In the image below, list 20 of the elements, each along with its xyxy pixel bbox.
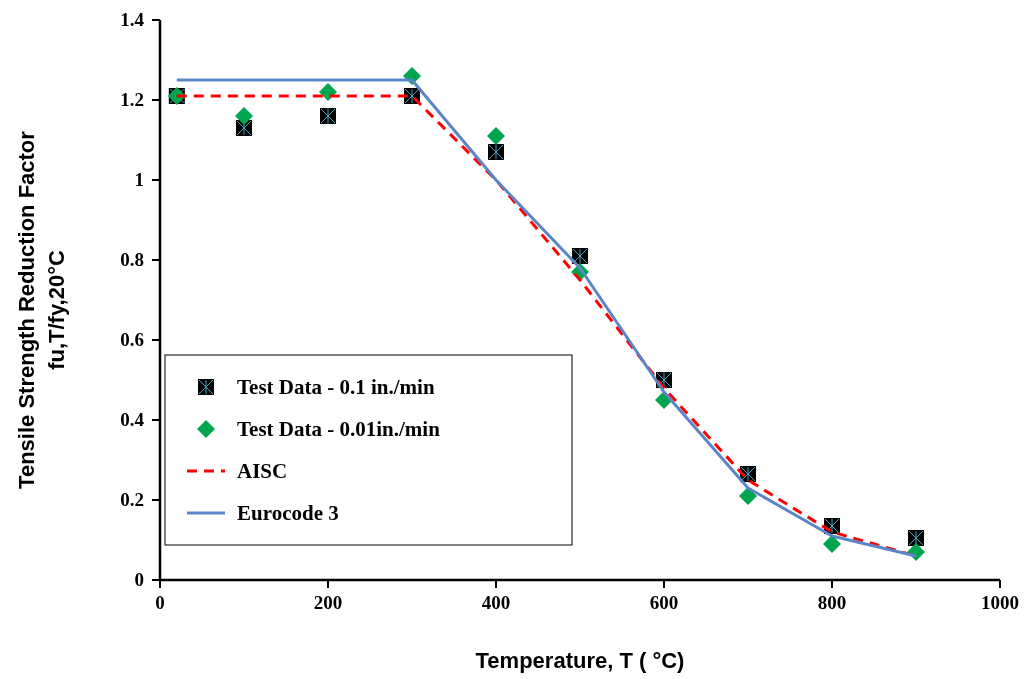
y-tick-label: 1.2 [120,89,144,110]
y-tick-label: 0.8 [120,249,144,270]
legend-label: Test Data - 0.01in./min [237,417,441,441]
y-tick-label: 0.2 [120,489,144,510]
x-tick-label: 600 [649,592,679,613]
y-tick-label: 0 [134,569,144,590]
x-axis-title: Temperature, T ( °C) [475,648,685,673]
legend-label: Eurocode 3 [237,501,339,525]
x-tick-label: 1000 [981,592,1019,613]
x-tick-label: 200 [313,592,343,613]
x-tick-label: 400 [481,592,511,613]
y-tick-label: 0.4 [120,409,145,430]
y-tick-label: 1.4 [120,9,145,30]
y-axis-title: Tensile Strength Reduction Factor fu,T/fy,20°C [14,130,69,489]
x-tick-label: 800 [817,592,847,613]
x-tick-label: 0 [155,592,165,613]
legend-label: Test Data - 0.1 in./min [237,375,435,399]
y-tick-label: 1 [134,169,144,190]
y-tick-label: 0.6 [120,329,144,350]
legend-label: AISC [237,459,288,483]
